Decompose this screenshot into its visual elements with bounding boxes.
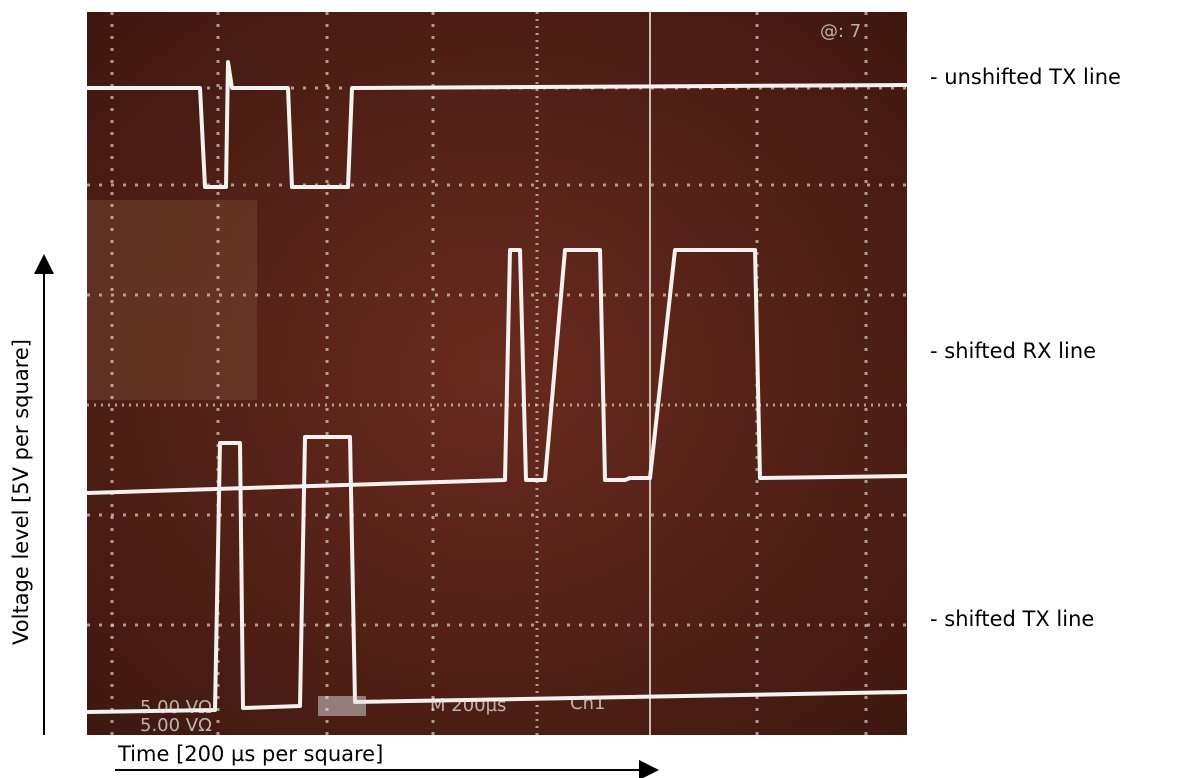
screen <box>87 12 907 735</box>
x-axis-label: Time [200 µs per square] <box>117 742 383 766</box>
shifted-tx-trace <box>86 435 908 714</box>
shifted-rx-trace <box>86 248 908 495</box>
scope-photo: @: 7 5.00 VΩ 5.00 VΩ M 200µs Ch1 <box>86 12 908 736</box>
trace-label: - shifted RX line <box>930 339 1096 363</box>
screen-text: 5.00 VΩ <box>140 715 212 736</box>
trace-label: - shifted TX line <box>930 607 1094 631</box>
screen-text: M 200µs <box>430 695 506 716</box>
screen-text: Ch1 <box>570 693 605 714</box>
screen-box <box>318 696 366 716</box>
screen-text: 5.00 VΩ <box>140 697 212 718</box>
trace-label: - unshifted TX line <box>930 65 1121 89</box>
y-axis-label: Voltage level [5V per square] <box>9 339 33 645</box>
reflection <box>87 200 257 400</box>
unshifted-tx-trace <box>87 60 908 189</box>
screen-text: @: 7 <box>820 21 861 42</box>
